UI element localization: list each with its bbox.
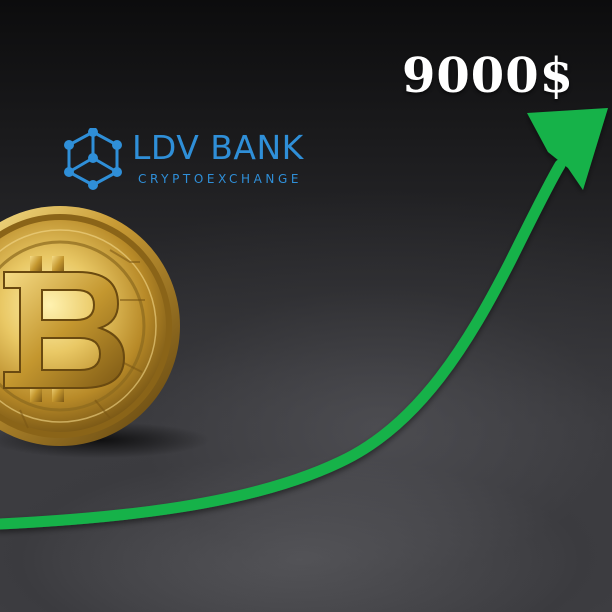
hexagon-network-icon [64,128,122,190]
growth-arrow [0,108,608,530]
price-label: 9000$ [402,48,574,104]
brand-name: LDV BANK [132,128,304,167]
bitcoin-icon [3,256,126,402]
bitcoin-coin: N [0,206,180,446]
brand-logo-block: LDV BANK CRYPTOEXCHANGE [62,124,342,194]
brand-tagline: CRYPTOEXCHANGE [138,172,303,186]
